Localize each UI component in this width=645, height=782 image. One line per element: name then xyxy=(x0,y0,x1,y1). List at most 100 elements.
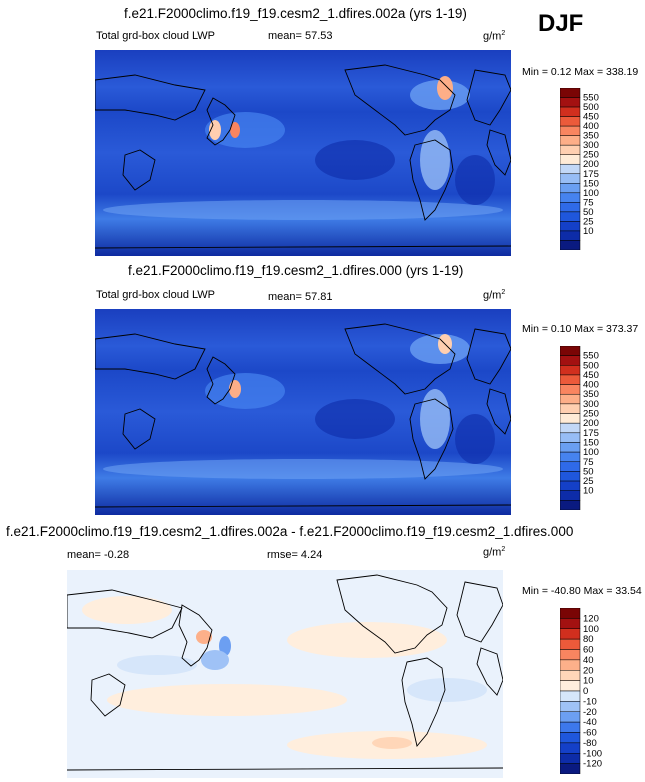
panel-2-colorbar-tick-label: 550 xyxy=(583,351,599,362)
panel-2-colorbar-swatch xyxy=(560,422,581,434)
panel-1-colorbar-swatch xyxy=(560,154,581,165)
panel-3-colorbar-tick-label: 60 xyxy=(583,645,594,656)
panel-2-colorbar-swatch xyxy=(560,432,581,443)
panel-2-colorbar-swatch xyxy=(560,471,581,482)
panel-1-colorbar-tick-label: 300 xyxy=(583,140,599,151)
panel-1-colorbar-swatch xyxy=(560,211,581,222)
panel-1-title: f.e21.F2000climo.f19_f19.cesm2_1.dfires.… xyxy=(124,6,467,21)
panel-2-colorbar-swatch xyxy=(560,480,581,491)
panel-3-colorbar-tick-label: -100 xyxy=(583,748,602,759)
panel-3-colorbar-swatch xyxy=(560,763,581,774)
panel-3-colorbar-swatch xyxy=(560,701,581,712)
panel-3-colorbar-swatch xyxy=(560,628,581,640)
panel-1-colorbar-tick-label: 550 xyxy=(583,93,599,104)
panel-2-colorbar-tick-label: 25 xyxy=(583,476,594,487)
panel-1-mean: mean= 57.53 xyxy=(268,30,333,42)
panel-1-colorbar-swatch xyxy=(560,240,581,250)
panel-1-colorbar-tick-label: 500 xyxy=(583,102,599,113)
panel-3-colorbar-tick-label: 20 xyxy=(583,665,594,676)
panel-3-mean: mean= -0.28 xyxy=(67,549,130,561)
panel-2-colorbar-swatch xyxy=(560,500,581,510)
panel-1-colorbar-tick-label: 450 xyxy=(583,112,599,123)
panel-1-colorbar-swatch xyxy=(560,106,581,117)
panel-3-colorbar-tick-label: 0 xyxy=(583,686,588,697)
panel-2-colorbar-tick-label: 450 xyxy=(583,370,599,381)
panel-2-colorbar: 5505004504003503002502001751501007550251… xyxy=(560,346,599,510)
panel-1-colorbar-swatch xyxy=(560,125,581,136)
panel-1-map xyxy=(95,50,511,256)
panel-2-mean: mean= 57.81 xyxy=(268,291,333,303)
panel-2-colorbar-swatch xyxy=(560,403,581,414)
panel-1-colorbar-swatch xyxy=(560,221,581,232)
panel-2-colorbar-tick-label: 50 xyxy=(583,466,594,477)
panel-2-colorbar-swatch xyxy=(560,461,581,472)
panel-3-title: f.e21.F2000climo.f19_f19.cesm2_1.dfires.… xyxy=(6,524,574,539)
panel-1-colorbar-tick-label: 25 xyxy=(583,216,594,227)
panel-2-coastlines xyxy=(95,323,511,508)
panel-1-colorbar-tick-label: 175 xyxy=(583,169,599,180)
panel-3-colorbar-swatch xyxy=(560,659,581,671)
panel-2-colorbar-swatch xyxy=(560,355,581,366)
panel-2-title: f.e21.F2000climo.f19_f19.cesm2_1.dfires.… xyxy=(128,263,464,278)
panel-1-colorbar: 5505004504003503002502001751501007550251… xyxy=(560,88,599,250)
panel-3-colorbar-swatch xyxy=(560,608,581,619)
panel-2-colorbar-tick-label: 100 xyxy=(583,447,599,458)
panel-1-colorbar-swatch xyxy=(560,135,581,146)
panel-3-colorbar-tick-label: 100 xyxy=(583,624,599,635)
panel-3-colorbar-tick-label: 80 xyxy=(583,634,594,645)
panel-3-colorbar-tick-label: -20 xyxy=(583,707,597,718)
panel-1-variable-label: Total grd-box cloud LWP xyxy=(96,30,216,42)
panel-2-colorbar-tick-label: 75 xyxy=(583,457,594,468)
panel-1-colorbar-swatch xyxy=(560,144,581,155)
panel-2-colorbar-swatch xyxy=(560,451,581,463)
panel-1-colorbar-tick-label: 350 xyxy=(583,131,599,142)
panel-1-units: g/m2 xyxy=(483,30,506,43)
panel-3-colorbar-tick-label: 10 xyxy=(583,676,594,687)
panel-2-field-features xyxy=(103,334,503,479)
season-label: DJF xyxy=(538,10,584,37)
panel-3-colorbar-swatch xyxy=(560,690,581,702)
panel-1-minmax: Min = 0.12 Max = 338.19 xyxy=(522,66,639,78)
panel-3-colorbar-swatch xyxy=(560,649,581,661)
panel-3-field-features xyxy=(82,596,487,759)
panel-1-field-features xyxy=(103,76,503,220)
panel-2-colorbar-tick-label: 300 xyxy=(583,399,599,410)
panel-1-colorbar-swatch xyxy=(560,88,581,98)
panel-3-minmax: Min = -40.80 Max = 33.54 xyxy=(522,585,642,597)
panel-2-colorbar-tick-label: 500 xyxy=(583,360,599,371)
panel-1-colorbar-swatch xyxy=(560,230,581,241)
panel-1-colorbar-tick-label: 200 xyxy=(583,159,599,170)
panel-2-colorbar-swatch xyxy=(560,346,581,356)
panel-3-colorbar-swatch xyxy=(560,638,581,650)
panel-2-colorbar-swatch xyxy=(560,442,581,453)
panel-3-colorbar-swatch xyxy=(560,711,581,723)
panel-1-colorbar-swatch xyxy=(560,116,581,127)
panel-2-units: g/m2 xyxy=(483,289,506,302)
panel-2-colorbar-swatch xyxy=(560,365,581,376)
panel-1-colorbar-tick-label: 400 xyxy=(583,121,599,132)
panel-1-colorbar-tick-label: 75 xyxy=(583,197,594,208)
panel-3-colorbar-tick-label: -10 xyxy=(583,696,597,707)
panel-3-colorbar-tick-label: -60 xyxy=(583,728,597,739)
panel-3-units: g/m2 xyxy=(483,546,506,559)
panel-2-colorbar-tick-label: 350 xyxy=(583,389,599,400)
panel-1-colorbar-swatch xyxy=(560,163,581,175)
panel-1-colorbar-tick-label: 10 xyxy=(583,226,594,237)
panel-3-map xyxy=(67,570,503,778)
panel-1-colorbar-swatch xyxy=(560,202,581,213)
panel-1-colorbar-swatch xyxy=(560,192,581,203)
panel-3-coastlines xyxy=(67,574,503,771)
panel-2-colorbar-swatch xyxy=(560,490,581,501)
panel-3-colorbar-swatch xyxy=(560,680,581,692)
panel-1-colorbar-tick-label: 100 xyxy=(583,188,599,199)
panel-2-colorbar-tick-label: 10 xyxy=(583,486,594,497)
panel-3-colorbar-swatch xyxy=(560,670,581,681)
panel-3-colorbar-swatch xyxy=(560,618,581,629)
panel-1-coastlines xyxy=(95,64,511,249)
panel-1-colorbar-tick-label: 150 xyxy=(583,178,599,189)
panel-3-colorbar-swatch xyxy=(560,721,581,733)
panel-1-colorbar-tick-label: 250 xyxy=(583,150,599,161)
panel-2-minmax: Min = 0.10 Max = 373.37 xyxy=(522,323,639,335)
panel-2-colorbar-tick-label: 250 xyxy=(583,409,599,420)
